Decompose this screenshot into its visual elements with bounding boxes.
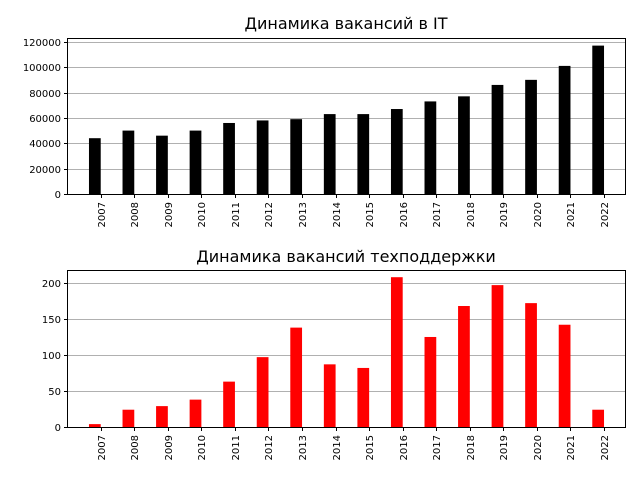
bar-support-2017 [424,336,437,427]
bar-support-2012 [256,357,269,427]
bar-support-2020 [525,303,537,427]
bar-support-2019 [491,285,504,427]
x-tick-label: 2022 [600,202,611,227]
bar-support-2011 [223,381,235,427]
x-tick-label: 2017 [432,202,443,227]
bar-it-2013 [290,119,303,194]
bar-it-2007 [88,138,101,194]
x-tick-label: 2019 [499,435,510,460]
x-tick-label: 2008 [130,435,141,460]
x-ticks-it: 2007 2008 2009 2010 2011 2012 2013 2014 2015 2016… [97,194,611,227]
x-tick-label: 2018 [466,435,477,460]
bar-it-2011 [223,122,235,194]
x-tick-label: 2018 [466,202,477,227]
x-tick-label: 2017 [432,435,443,460]
y-tick-label: 40000 [29,139,61,150]
y-tick-label: 0 [55,190,61,201]
y-tick-label: 100 [42,351,61,362]
x-tick-label: 2013 [298,435,309,460]
bar-support-2008 [122,409,135,427]
bar-it-2016 [390,109,403,194]
y-tick-label: 200 [42,279,61,290]
bar-it-2014 [323,114,336,194]
support-vacancies-chart: Динамика вакансий техподдержки 0 50 100 150… [42,247,626,460]
y-tick-label: 80000 [29,89,61,100]
y-ticks-it: 0 20000 40000 60000 80000 100000 120000 [23,38,68,201]
bar-it-2008 [122,130,135,194]
it-vacancies-chart: Динамика вакансий в IT 0 20000 40000 60000 8… [23,14,626,227]
bar-it-2020 [525,79,537,194]
bars-it [88,45,605,194]
bar-it-2012 [256,120,269,194]
bar-it-2010 [189,130,202,194]
chart-title-support: Динамика вакансий техподдержки [196,247,496,266]
x-tick-label: 2010 [197,435,208,460]
bar-support-2016 [390,277,403,427]
bar-support-2007 [88,424,101,427]
bar-support-2018 [458,306,470,427]
x-tick-label: 2010 [197,202,208,227]
x-tick-label: 2007 [97,202,108,227]
x-tick-label: 2015 [365,435,376,460]
bar-support-2010 [189,399,202,427]
bar-it-2019 [491,84,504,194]
x-tick-label: 2013 [298,202,309,227]
y-tick-label: 60000 [29,114,61,125]
bar-it-2022 [592,45,605,194]
x-tick-label: 2009 [164,435,175,460]
x-tick-label: 2015 [365,202,376,227]
x-tick-label: 2022 [600,435,611,460]
bar-it-2017 [424,101,437,194]
x-tick-label: 2020 [533,202,544,227]
x-tick-label: 2014 [332,435,343,460]
bar-support-2013 [290,327,303,427]
bar-it-2021 [558,65,571,194]
x-tick-label: 2007 [97,435,108,460]
x-tick-label: 2011 [231,435,242,460]
x-tick-label: 2016 [399,435,410,460]
x-tick-label: 2008 [130,202,141,227]
bar-support-2014 [323,364,336,427]
plot-frame-it [67,38,626,195]
grid-support [68,283,625,428]
chart-title-it: Динамика вакансий в IT [244,14,447,33]
bar-it-2018 [458,96,470,194]
x-tick-label: 2021 [566,435,577,460]
bar-support-2022 [592,409,605,427]
x-tick-label: 2014 [332,202,343,227]
bar-support-2021 [558,324,571,427]
y-tick-label: 120000 [23,38,61,49]
bars-support [88,277,605,427]
bar-support-2015 [357,367,370,427]
x-tick-label: 2011 [231,202,242,227]
x-ticks-support: 2007 2008 2009 2010 2011 2012 2013 2014 2015 2016… [97,427,611,460]
y-tick-label: 150 [42,315,61,326]
grid-it [68,42,625,195]
x-tick-label: 2012 [264,435,275,460]
y-tick-label: 50 [48,387,61,398]
y-ticks-support: 0 50 100 150 200 [42,279,68,434]
x-tick-label: 2020 [533,435,544,460]
y-tick-label: 100000 [23,63,61,74]
x-tick-label: 2009 [164,202,175,227]
plot-frame-support [67,270,626,428]
bar-support-2009 [156,406,168,427]
x-tick-label: 2021 [566,202,577,227]
y-tick-label: 0 [55,423,61,434]
x-tick-label: 2019 [499,202,510,227]
x-tick-label: 2012 [264,202,275,227]
x-tick-label: 2016 [399,202,410,227]
bar-it-2009 [156,135,168,194]
bar-it-2015 [357,114,370,194]
y-tick-label: 20000 [29,165,61,176]
